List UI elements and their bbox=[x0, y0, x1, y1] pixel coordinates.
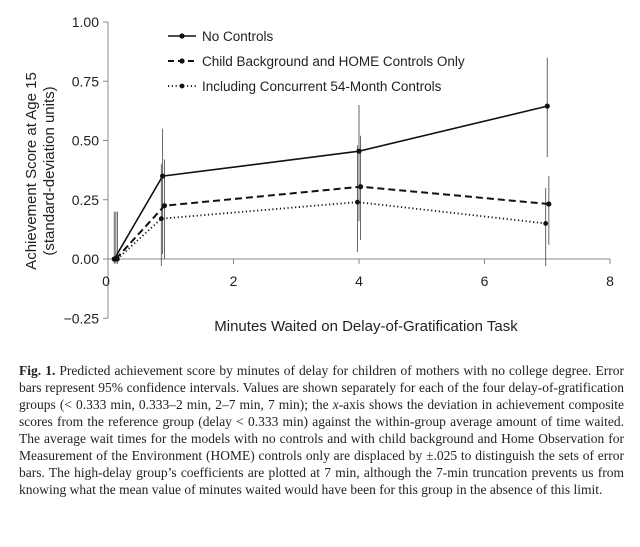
x-tick-label: 6 bbox=[481, 273, 489, 289]
caption-label: Fig. 1. bbox=[19, 363, 56, 378]
achievement-chart: 1.00 0.75 0.50 0.25 0.00 −0.25 2 4 6 8 0 Achieveme… bbox=[23, 14, 614, 335]
y-axis-title-line2: (standard-deviation units) bbox=[41, 86, 58, 255]
legend: No Controls Child Background and HOME Co… bbox=[168, 29, 465, 94]
x-tick-label: 2 bbox=[230, 273, 238, 289]
series-1-point bbox=[357, 184, 364, 190]
y-tick-label: 0.25 bbox=[72, 192, 99, 208]
series-0-point bbox=[356, 148, 362, 154]
figure-caption: Fig. 1. Predicted achievement score by m… bbox=[19, 362, 624, 498]
caption-text: Predicted achievement score by minutes o… bbox=[19, 363, 624, 497]
legend-marker-no-controls bbox=[179, 33, 185, 39]
series-2-point bbox=[115, 256, 120, 262]
series-0-point bbox=[544, 103, 550, 109]
series-1-point bbox=[546, 201, 552, 207]
y-tick-label: 0.75 bbox=[72, 73, 99, 89]
y-tick-label: 1.00 bbox=[72, 14, 99, 30]
legend-label-child-background: Child Background and HOME Controls Only bbox=[202, 54, 465, 69]
series-1-point bbox=[161, 203, 168, 209]
x-tick-label: 4 bbox=[355, 273, 363, 289]
x-axis-title: Minutes Waited on Delay-of-Gratification… bbox=[214, 318, 518, 335]
x-origin-label: 0 bbox=[102, 273, 110, 289]
legend-marker-child-background bbox=[179, 58, 185, 64]
series-0-point bbox=[159, 173, 166, 179]
legend-label-concurrent: Including Concurrent 54-Month Controls bbox=[202, 79, 442, 94]
legend-marker-concurrent bbox=[179, 83, 185, 89]
series-1-line bbox=[115, 185, 549, 260]
y-tick-label: 0.00 bbox=[72, 251, 99, 267]
series-2-point bbox=[543, 221, 549, 226]
y-tick-label: −0.25 bbox=[64, 310, 100, 326]
series-2-point bbox=[158, 216, 164, 222]
y-tick-label: 0.50 bbox=[72, 133, 99, 149]
y-axis-title-line1: Achievement Score at Age 15 bbox=[23, 72, 40, 270]
series-2-line bbox=[116, 201, 546, 260]
series-0-line bbox=[113, 105, 548, 260]
legend-label-no-controls: No Controls bbox=[202, 29, 274, 44]
series-2-point bbox=[355, 199, 360, 205]
x-tick-label: 8 bbox=[606, 273, 614, 289]
